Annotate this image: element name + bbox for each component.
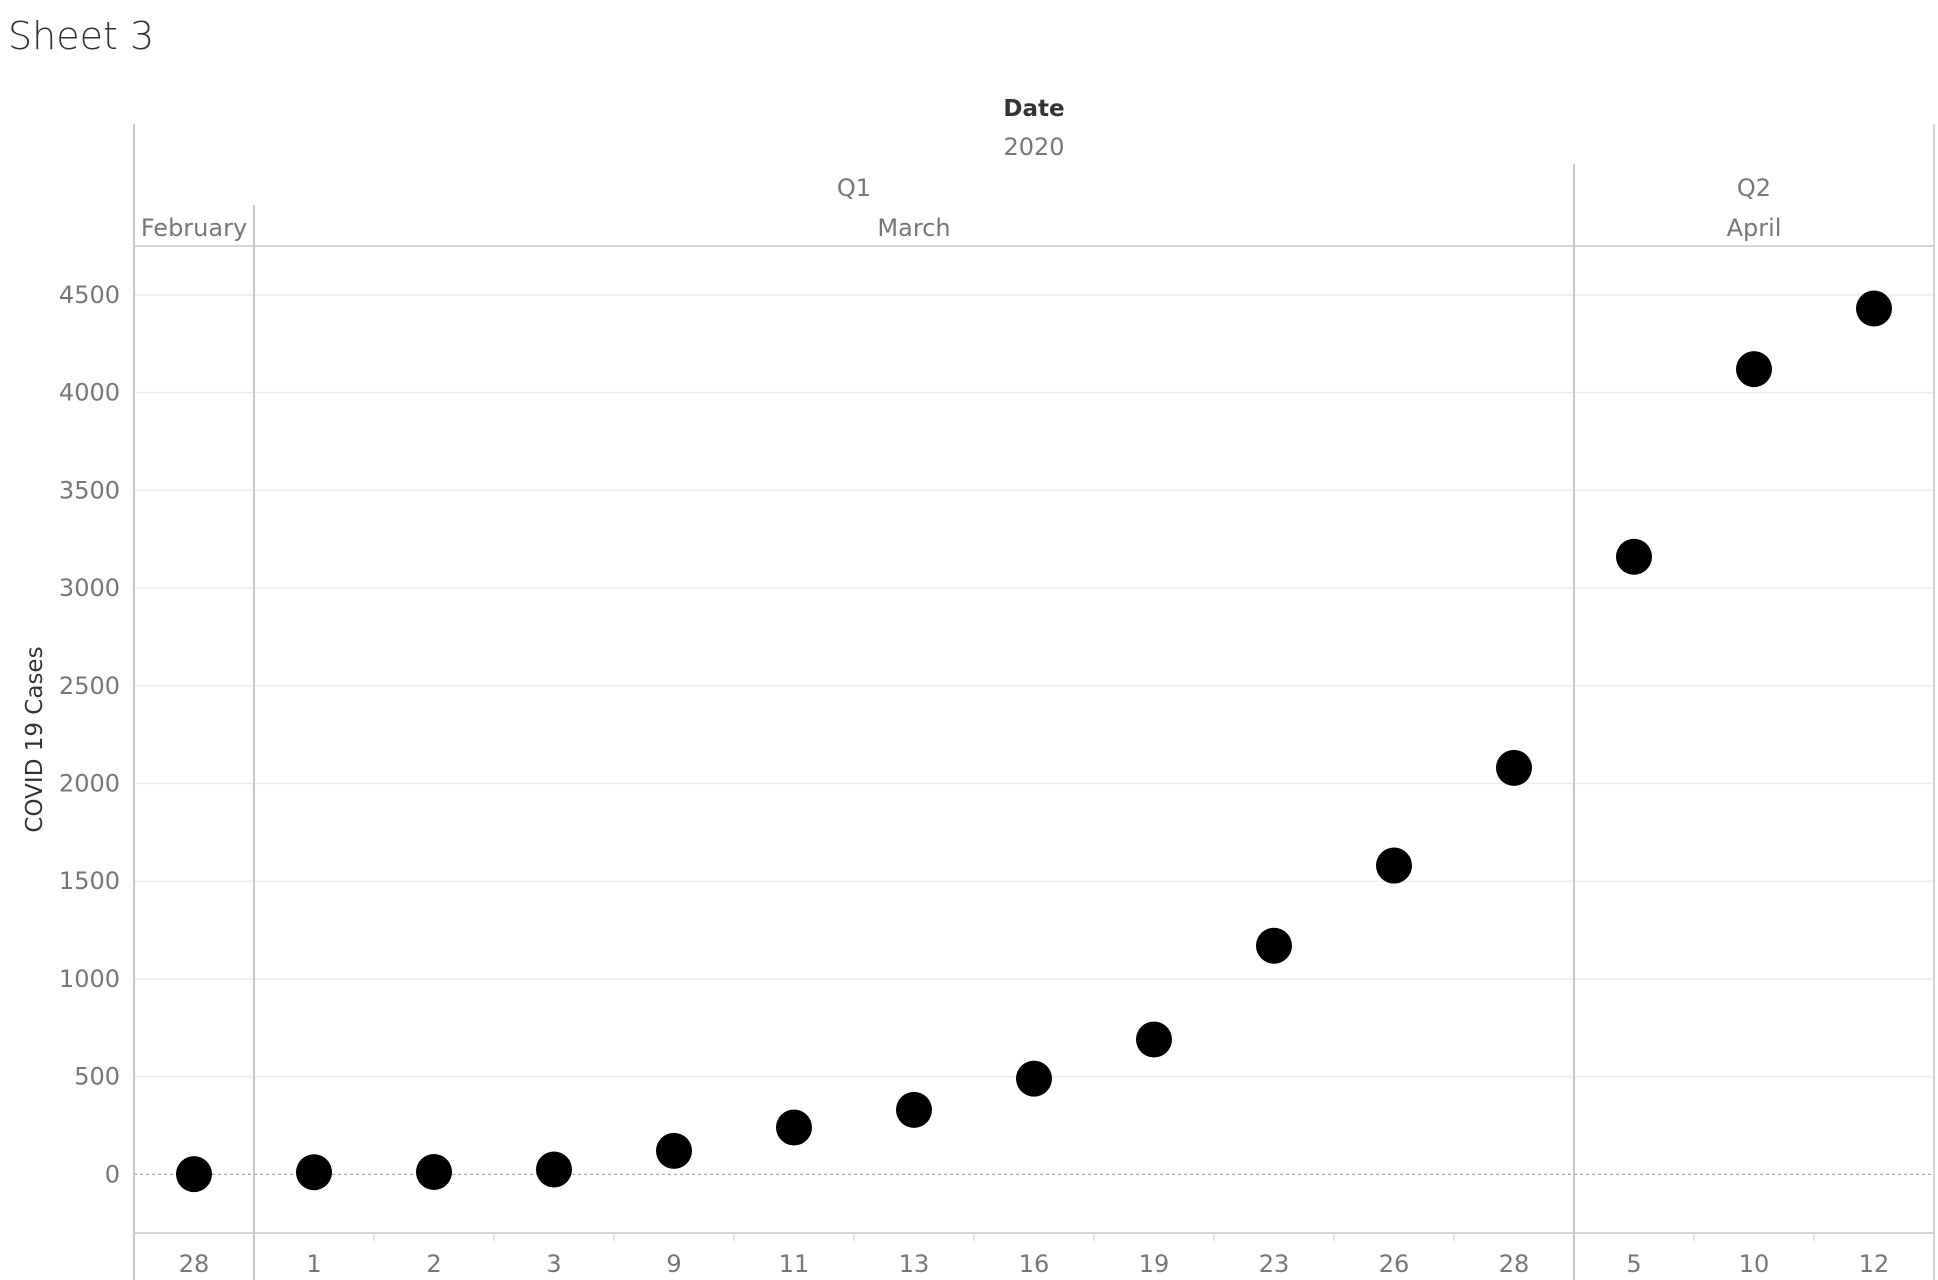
data-point: [656, 1132, 692, 1169]
gridlines: [134, 294, 1934, 1175]
data-point: [536, 1151, 572, 1188]
x-axis-day-labels: 28 1 2 3 9 11 13 16 19 23 26 28 5 10 12: [179, 1250, 1890, 1278]
x-tick-label: 23: [1259, 1250, 1290, 1278]
quarter-header-q1: Q1: [837, 174, 871, 202]
x-tick-label: 9: [666, 1250, 681, 1278]
x-axis-title: Date: [1003, 96, 1064, 122]
y-tick-label: 500: [74, 1063, 120, 1091]
month-header-february: February: [141, 214, 247, 242]
y-tick-label: 0: [105, 1160, 120, 1188]
year-header: 2020: [1003, 133, 1064, 161]
y-tick-label: 4500: [59, 281, 120, 309]
chart-frame: [133, 124, 1935, 1280]
data-point: [1136, 1021, 1172, 1058]
quarter-header-q2: Q2: [1737, 174, 1771, 202]
x-tick-label: 28: [1499, 1250, 1530, 1278]
data-points: [176, 290, 1892, 1193]
y-tick-label: 1500: [59, 867, 120, 895]
y-tick-label: 2500: [59, 672, 120, 700]
y-axis-title: COVID 19 Cases: [22, 646, 48, 832]
data-point: [896, 1091, 932, 1128]
x-tick-label: 3: [546, 1250, 561, 1278]
data-point: [1616, 538, 1652, 575]
data-point: [176, 1156, 212, 1193]
x-tick-label: 11: [779, 1250, 810, 1278]
data-point: [1736, 351, 1772, 388]
y-axis: COVID 19 Cases 0 500 1000 1500 2000 2500 3000 35…: [22, 281, 120, 1189]
x-tick-label: 28: [179, 1250, 210, 1278]
x-tick-label: 1: [306, 1250, 321, 1278]
sheet-title: Sheet 3: [8, 14, 155, 58]
y-tick-label: 3000: [59, 574, 120, 602]
x-tick-label: 13: [899, 1250, 930, 1278]
month-header-april: April: [1727, 214, 1782, 242]
data-point: [296, 1154, 332, 1191]
x-tick-label: 26: [1379, 1250, 1410, 1278]
y-tick-label: 1000: [59, 965, 120, 993]
x-tick-label: 12: [1859, 1250, 1890, 1278]
y-tick-label: 3500: [59, 476, 120, 504]
data-point: [1376, 847, 1412, 884]
y-tick-label: 2000: [59, 769, 120, 797]
data-point: [776, 1109, 812, 1146]
data-point: [1856, 290, 1892, 327]
x-tick-label: 19: [1139, 1250, 1170, 1278]
x-tick-label: 16: [1019, 1250, 1050, 1278]
y-tick-label: 4000: [59, 379, 120, 407]
x-tick-label: 2: [426, 1250, 441, 1278]
data-point: [1016, 1060, 1052, 1097]
data-point: [416, 1154, 452, 1191]
column-header: Date 2020 Q1 Q2 February March April: [141, 96, 1782, 242]
data-point: [1496, 749, 1532, 786]
month-header-march: March: [877, 214, 950, 242]
data-point: [1256, 927, 1292, 964]
x-tick-label: 5: [1626, 1250, 1641, 1278]
x-tick-label: 10: [1739, 1250, 1770, 1278]
